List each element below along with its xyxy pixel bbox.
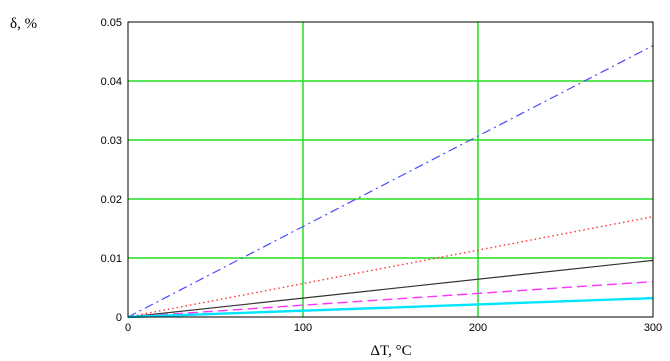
x-tick-label-2: 200 (469, 322, 487, 334)
series-line-4 (127, 296, 654, 319)
y-tick-label-2: 0.02 (101, 194, 122, 206)
x-tick-label-0: 0 (125, 322, 131, 334)
y-tick-label-1: 0.01 (101, 253, 122, 265)
y-tick-label-3: 0.03 (101, 135, 122, 147)
x-axis-title: ΔT, °C (370, 343, 411, 359)
y-tick-label-5: 0.05 (101, 17, 122, 29)
x-tick-label-3: 300 (644, 322, 662, 334)
series-line-3 (127, 280, 654, 318)
tick-labels: 0 0.01 0.02 0.03 0.04 0.05 0 100 200 300 (101, 17, 663, 334)
series-line-2 (127, 259, 654, 318)
y-axis-title: δ, % (10, 16, 37, 32)
y-tick-label-4: 0.04 (101, 76, 122, 88)
series-line-0 (127, 45, 654, 318)
x-tick-label-1: 100 (294, 322, 312, 334)
grid (128, 22, 653, 317)
series-layer (127, 45, 654, 319)
plot-frame (127, 21, 654, 318)
y-tick-label-0: 0 (116, 312, 122, 324)
